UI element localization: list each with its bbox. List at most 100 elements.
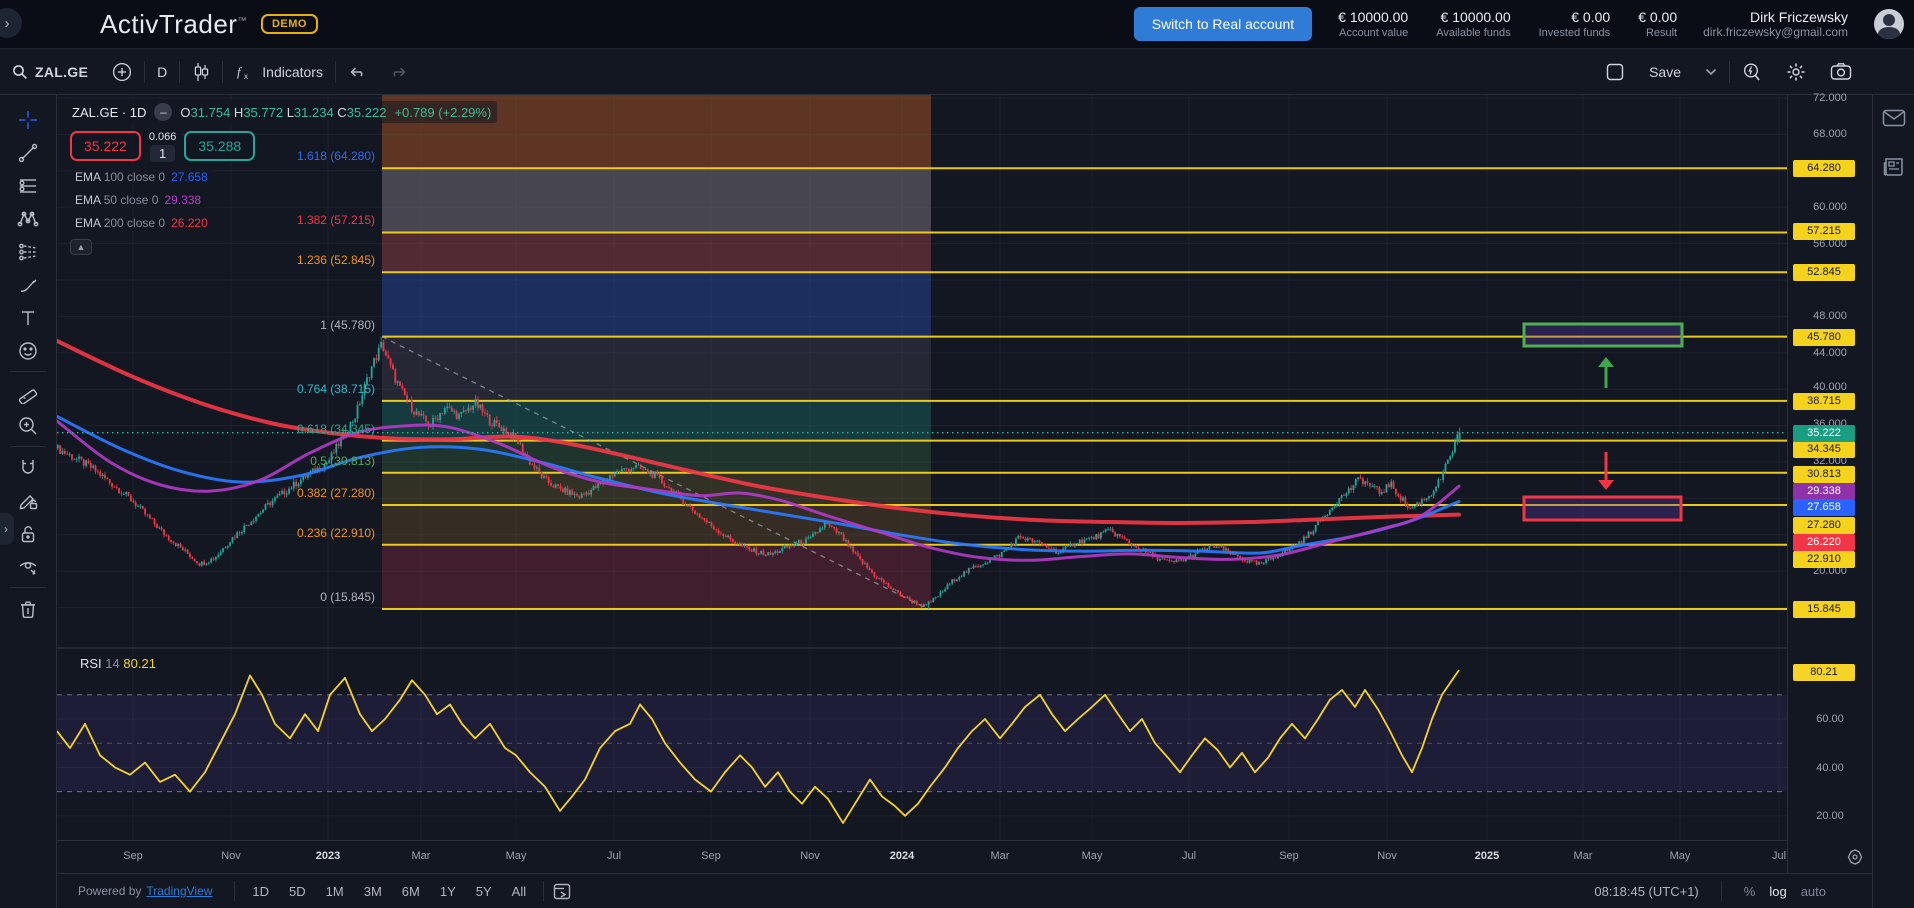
xabcd-pattern-icon: [17, 211, 39, 226]
quantity-field[interactable]: 1: [149, 145, 176, 162]
time-axis-month: May: [1669, 850, 1691, 862]
timeframe-all[interactable]: All: [511, 883, 527, 899]
undo-button[interactable]: [336, 49, 378, 94]
log-scale-toggle[interactable]: log: [1769, 883, 1787, 899]
tool-trash[interactable]: [9, 592, 47, 625]
expand-nav-chevron-icon[interactable]: ›: [0, 8, 22, 38]
tool-fib-retracement[interactable]: [9, 169, 47, 202]
tool-crosshair[interactable]: [9, 103, 47, 136]
buy-zone[interactable]: [1522, 322, 1684, 348]
settings-button[interactable]: [1774, 49, 1818, 94]
indicator-row[interactable]: EMA 200 close 0 26.220: [70, 215, 213, 231]
user-info: Dirk Friczewsky dirk.friczewsky@gmail.co…: [1703, 9, 1848, 39]
search-icon: [13, 64, 27, 79]
time-axis-month: Mar: [990, 850, 1010, 862]
tools-collapse-chevron-icon[interactable]: ›: [0, 513, 14, 545]
buy-ask-button[interactable]: 35.288: [184, 131, 256, 161]
mail-icon[interactable]: [1882, 109, 1906, 127]
price-axis-label: 60.000: [1813, 201, 1847, 213]
price-axis[interactable]: 72.000 68.000 60.000 56.000 48.000 44.000 40.0…: [1787, 92, 1872, 873]
timeframe-1d[interactable]: 1D: [252, 883, 270, 899]
sell-bid-button[interactable]: 35.222: [70, 131, 141, 161]
fib-level-label: 0.5 (30.813): [310, 454, 375, 468]
timeframe-3m[interactable]: 3M: [363, 883, 382, 899]
chart-style-selector[interactable]: [180, 49, 222, 94]
news-icon[interactable]: [1882, 155, 1906, 177]
price-axis-label: 32.000: [1813, 455, 1847, 467]
ohlc-value: 31.754: [190, 104, 234, 120]
timeframe-6m[interactable]: 6M: [401, 883, 420, 899]
quick-search-button[interactable]: [1730, 49, 1774, 94]
right-icon-strip: [1872, 95, 1914, 908]
price-chart-canvas[interactable]: [57, 95, 1787, 840]
tool-hide-all[interactable]: [9, 550, 47, 583]
legend-symbol[interactable]: ZAL.GE · 1D: [72, 104, 147, 120]
interval-selector[interactable]: D: [157, 63, 168, 80]
down-arrow-icon[interactable]: [1598, 452, 1614, 490]
tool-brush[interactable]: [9, 268, 47, 301]
tradingview-link[interactable]: TradingView: [146, 884, 213, 898]
hide-series-icon[interactable]: –: [154, 103, 173, 121]
powered-by-label: Powered by: [78, 884, 142, 898]
tool-ruler[interactable]: [9, 376, 47, 409]
symbol-search[interactable]: ZAL.GE: [0, 49, 100, 94]
sell-zone[interactable]: [1522, 495, 1683, 522]
indicator-name: EMA: [75, 193, 101, 207]
timeframe-1y[interactable]: 1Y: [439, 883, 456, 899]
tools-separator: [10, 587, 46, 588]
clock-label[interactable]: 08:18:45 (UTC+1): [1594, 883, 1699, 899]
timeframe-5d[interactable]: 5D: [289, 883, 306, 899]
trash-icon: [21, 601, 35, 618]
tool-lock-all[interactable]: [9, 517, 47, 550]
tool-emoji[interactable]: [9, 334, 47, 367]
time-axis-month: Jul: [1181, 850, 1197, 862]
go-to-date-icon[interactable]: [552, 881, 572, 901]
tool-text-tool[interactable]: [9, 301, 47, 334]
time-axis-month: Sep: [701, 850, 721, 862]
camera-icon: [1830, 63, 1852, 80]
fib-price-badge: 38.715: [1793, 393, 1855, 410]
tool-zoom-in[interactable]: [9, 409, 47, 442]
legend-collapse-caret[interactable]: ▲: [70, 239, 92, 255]
ohlc-value: 31.234: [293, 104, 338, 120]
indicator-row[interactable]: EMA 100 close 0 27.658: [70, 169, 213, 185]
redo-button[interactable]: [378, 49, 420, 94]
time-axis[interactable]: Sep Nov 2023 Mar May Jul Sep Nov 2024 Mar May Jul Se…: [57, 840, 1787, 873]
switch-to-real-account-button[interactable]: Switch to Real account: [1133, 7, 1313, 41]
timeframe-5y[interactable]: 5Y: [475, 883, 492, 899]
percent-scale-toggle[interactable]: %: [1743, 883, 1756, 899]
tool-drawing-edit-lock[interactable]: [9, 484, 47, 517]
svg-text:f: f: [237, 64, 243, 79]
fib-price-badge: 27.280: [1793, 517, 1855, 534]
tool-xabcd-pattern[interactable]: [9, 202, 47, 235]
stat-label: Invested funds: [1538, 27, 1611, 39]
chart-area[interactable]: ZAL.GE · 1D – O31.754 H35.772 L31.234 C3…: [57, 92, 1872, 908]
ohlc-values: O31.754 H35.772 L31.234 C35.222: [180, 105, 386, 120]
emoji-icon: [19, 341, 37, 360]
avatar[interactable]: [1874, 9, 1904, 39]
up-arrow-icon[interactable]: [1598, 357, 1614, 388]
stat-label: Account value: [1339, 27, 1409, 39]
fib-level-label: 1 (45.780): [320, 318, 375, 332]
price-badge: 29.338: [1793, 483, 1855, 500]
time-axis-month: May: [505, 850, 527, 862]
timeframe-1m[interactable]: 1M: [325, 883, 344, 899]
tool-magnet[interactable]: [9, 451, 47, 484]
auto-scale-toggle[interactable]: auto: [1800, 883, 1826, 899]
redo-icon: [393, 67, 406, 76]
indicator-row[interactable]: EMA 50 close 0 29.338: [70, 192, 207, 208]
save-button[interactable]: Save: [1649, 63, 1681, 80]
tool-forecast[interactable]: [9, 235, 47, 268]
compare-add-button[interactable]: [100, 49, 144, 94]
axis-settings-icon[interactable]: [1846, 848, 1864, 866]
account-stat: € 0.00 Invested funds: [1539, 9, 1611, 39]
save-menu-chevron[interactable]: [1693, 49, 1729, 94]
snapshot-button[interactable]: [1818, 49, 1864, 94]
tool-trend-line[interactable]: [9, 136, 47, 169]
drawing-edit-lock-icon: [19, 494, 38, 509]
layout-selector[interactable]: [1593, 49, 1637, 94]
price-badge: 26.220: [1793, 534, 1855, 551]
